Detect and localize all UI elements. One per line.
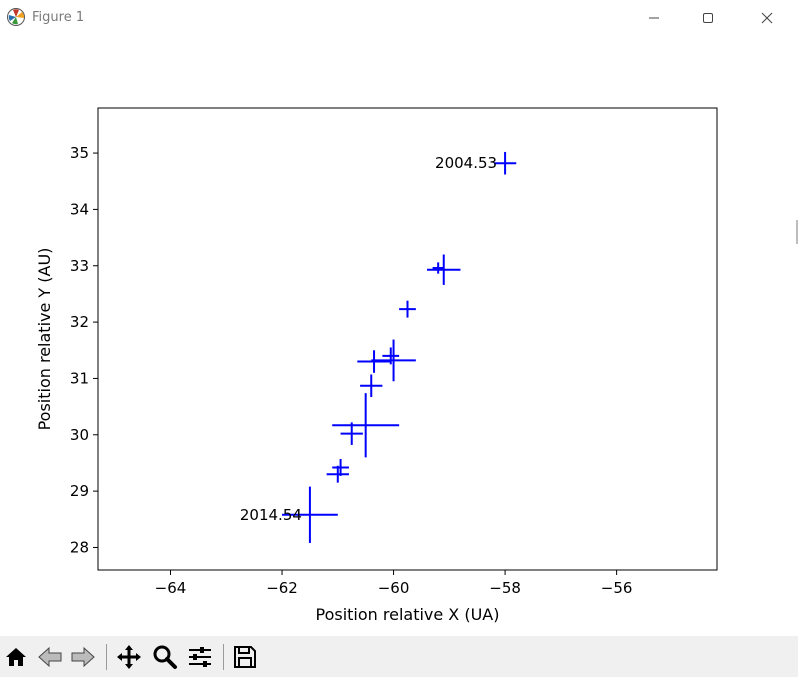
close-button[interactable] [744,0,790,36]
y-axis-label: Position relative Y (AU) [35,248,54,431]
save-button[interactable] [232,644,258,670]
zoom-button[interactable] [152,644,178,670]
figure-canvas[interactable]: −64 −62 −60 −58 −56 28 29 30 31 32 33 34 35 Position … [0,36,798,636]
y-tick-label: 32 [70,313,89,331]
toolbar-separator [223,644,224,670]
resize-edge [796,220,798,244]
data-point [332,393,400,458]
point-annotation: 2014.54 [240,506,302,524]
window-title-bar: Figure 1 [0,0,798,36]
data-point [399,300,416,318]
forward-icon [71,646,95,668]
zoom-icon [153,645,177,669]
x-tick-label: −62 [266,579,298,597]
data-point [326,465,349,483]
x-tick-label: −58 [489,579,521,597]
y-tick-label: 28 [70,538,89,556]
forward-button[interactable] [70,644,96,670]
x-axis-label: Position relative X (UA) [315,605,499,624]
data-point [432,262,444,274]
back-button[interactable] [37,644,63,670]
y-tick-label: 34 [70,200,89,218]
minimize-icon [649,17,659,19]
pan-icon [117,645,141,669]
toolbar-separator [106,644,107,670]
data-point [371,339,416,382]
save-icon [234,646,256,668]
data-point [357,350,391,373]
y-tick-label: 35 [70,144,89,162]
x-tick-label: −64 [155,579,187,597]
y-tick-label: 29 [70,482,89,500]
x-tick-label: −60 [378,579,410,597]
configure-subplots-icon [189,647,211,667]
pan-button[interactable] [116,644,142,670]
window-title: Figure 1 [32,10,85,25]
data-point [282,486,338,543]
y-tick-label: 33 [70,257,89,275]
minimize-button[interactable] [631,0,677,36]
maximize-button[interactable] [685,0,731,36]
close-icon [761,12,773,24]
maximize-icon [703,13,713,23]
y-tick-label: 30 [70,426,89,444]
data-point [340,422,363,445]
back-icon [38,646,62,668]
data-point [332,459,349,476]
y-tick-label: 31 [70,369,89,387]
data-point [427,254,461,285]
matplotlib-logo-icon [7,8,25,26]
home-button[interactable] [3,644,29,670]
x-tick-label: −56 [601,579,633,597]
data-point [493,151,517,175]
data-point [360,374,383,398]
home-icon [6,648,26,666]
axes-frame [97,107,718,571]
point-annotation: 2004.53 [435,154,497,172]
scatter-plot: −64 −62 −60 −58 −56 28 29 30 31 32 33 34 35 Position … [35,107,718,624]
configure-subplots-button[interactable] [187,644,213,670]
navigation-toolbar [0,636,798,677]
